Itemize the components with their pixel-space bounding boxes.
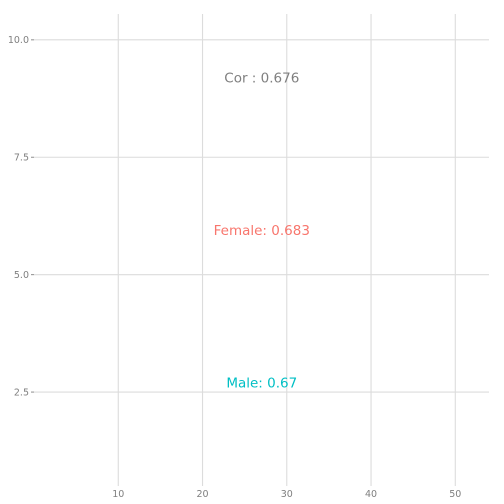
x-tick-label: 20 <box>196 489 208 500</box>
x-tick-label: 30 <box>281 489 293 500</box>
x-tick-label: 50 <box>449 489 461 500</box>
y-tick-label: 7.5 <box>14 153 29 164</box>
y-tick-label: 10.0 <box>8 35 29 46</box>
overall-correlation-label: Cor : 0.676 <box>224 70 299 86</box>
y-tick-label: 2.5 <box>14 387 29 398</box>
x-tick-label: 10 <box>112 489 124 500</box>
male-correlation-label: Male: 0.67 <box>226 376 297 392</box>
axes: 10 20 30 40 50 2.5 5.0 7.5 10.0 <box>8 35 461 500</box>
grid <box>34 14 489 486</box>
annotations: Cor : 0.676 Female: 0.683 Male: 0.67 <box>214 70 310 391</box>
female-correlation-label: Female: 0.683 <box>214 223 310 239</box>
x-tick-label: 40 <box>365 489 377 500</box>
y-tick-label: 5.0 <box>14 270 29 281</box>
